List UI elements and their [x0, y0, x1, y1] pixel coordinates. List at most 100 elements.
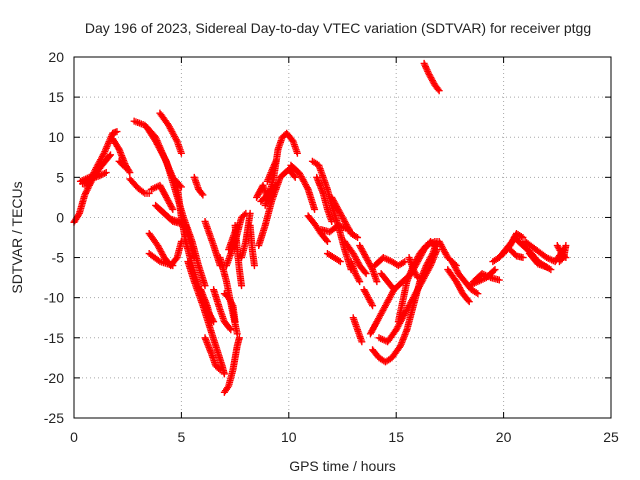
data-point — [423, 66, 431, 74]
plot-frame — [73, 56, 612, 419]
y-tick-label: -20 — [44, 370, 64, 386]
y-tick-label: 0 — [56, 209, 64, 225]
data-point — [303, 184, 311, 192]
data-point — [216, 366, 224, 374]
grid-lines — [74, 57, 611, 418]
data-point — [399, 259, 407, 267]
data-point — [271, 183, 279, 191]
chart-title: Day 196 of 2023, Sidereal Day-to-day VTE… — [85, 20, 591, 36]
data-point — [172, 136, 180, 144]
x-tick-label: 10 — [281, 429, 297, 445]
data-point — [491, 266, 499, 274]
data-point — [472, 289, 480, 297]
data-point — [201, 282, 209, 290]
data-point — [311, 205, 319, 213]
data-point — [361, 268, 369, 276]
y-axis-ticks: -25 -20 -15 -10 -5 0 5 10 15 20 — [44, 49, 611, 426]
data-point — [162, 156, 170, 164]
data-point — [413, 272, 421, 280]
data-point — [293, 149, 301, 157]
data-point — [235, 334, 243, 342]
data-point — [102, 169, 110, 177]
data-point — [199, 191, 207, 199]
data-point — [291, 173, 299, 181]
data-point — [389, 284, 397, 292]
data-point — [290, 172, 298, 180]
data-point — [420, 59, 428, 67]
data-point — [547, 266, 555, 274]
data-point — [169, 205, 177, 213]
data-point — [495, 276, 503, 284]
y-axis-label: SDTVAR / TECUs — [9, 181, 25, 293]
data-point — [352, 232, 360, 240]
data-points — [70, 59, 570, 396]
data-point — [107, 151, 115, 159]
x-axis-ticks: 0 5 10 15 20 25 — [70, 57, 619, 445]
data-point — [94, 170, 102, 178]
x-tick-label: 20 — [496, 429, 512, 445]
data-point — [74, 211, 82, 219]
data-point — [474, 290, 482, 298]
data-point — [145, 189, 153, 197]
x-tick-label: 0 — [70, 429, 78, 445]
data-point — [83, 183, 91, 191]
data-point — [215, 365, 223, 373]
data-point — [231, 318, 239, 326]
data-point — [354, 234, 362, 241]
data-point — [126, 169, 134, 177]
data-point — [198, 190, 206, 198]
data-point — [168, 204, 176, 212]
data-point — [426, 263, 434, 271]
data-point — [190, 254, 198, 262]
data-point — [464, 296, 472, 304]
data-point — [323, 238, 331, 246]
data-point — [113, 128, 121, 136]
data-point — [358, 338, 366, 346]
data-point — [81, 191, 89, 199]
y-tick-label: 5 — [56, 169, 64, 185]
x-tick-label: 5 — [178, 429, 186, 445]
y-tick-label: -25 — [44, 410, 64, 426]
data-point — [336, 258, 344, 266]
data-point — [414, 274, 422, 282]
data-point — [562, 242, 570, 250]
data-point — [271, 159, 279, 167]
data-point — [322, 236, 330, 244]
data-point — [433, 246, 441, 254]
data-point — [224, 384, 232, 392]
data-point — [465, 298, 473, 306]
data-point — [84, 180, 92, 188]
data-point — [270, 160, 278, 168]
data-point — [422, 63, 430, 71]
y-tick-label: 20 — [48, 49, 64, 65]
y-tick-label: -5 — [52, 250, 65, 266]
data-point — [250, 262, 258, 270]
data-point — [490, 267, 498, 275]
data-point — [270, 162, 278, 170]
x-tick-label: 15 — [388, 429, 404, 445]
data-point — [368, 300, 376, 308]
data-point — [328, 217, 336, 225]
data-point — [517, 232, 525, 240]
data-point — [435, 87, 443, 95]
x-axis-label: GPS time / hours — [289, 458, 396, 474]
data-point — [169, 262, 177, 270]
data-point — [82, 189, 90, 197]
data-point — [220, 370, 228, 378]
data-point — [268, 165, 276, 173]
data-point — [172, 255, 180, 263]
y-tick-label: -10 — [44, 290, 64, 306]
data-point — [84, 181, 92, 189]
data-point — [272, 157, 280, 165]
x-tick-label: 25 — [603, 429, 619, 445]
data-point — [101, 169, 109, 177]
data-point — [422, 64, 430, 72]
data-point — [543, 263, 551, 271]
data-point — [355, 276, 363, 284]
data-point — [268, 167, 276, 175]
data-point — [519, 234, 527, 241]
data-point — [424, 67, 432, 75]
data-point — [105, 152, 113, 160]
data-point — [421, 61, 429, 69]
